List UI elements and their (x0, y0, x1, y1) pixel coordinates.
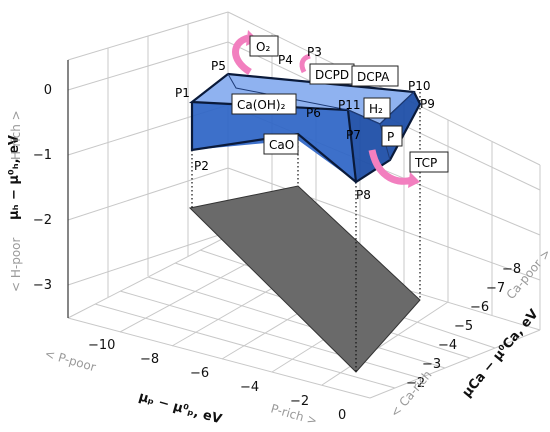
p-tick: −8 (140, 352, 159, 367)
point-label: P3 (307, 45, 322, 59)
point-label: P7 (346, 128, 361, 142)
h-tick: 0 (44, 83, 52, 98)
phase-box-tcp: TCP (409, 151, 449, 173)
h-rich-label: H-rich > (9, 110, 23, 160)
phase-box-caoh2: Ca(OH)₂ (231, 93, 297, 115)
point-label: P6 (306, 106, 321, 120)
phase-box-p: P (381, 125, 403, 147)
ca-tick: −8 (502, 262, 521, 277)
floor-projection (188, 185, 421, 373)
svg-text:P: P (387, 130, 394, 144)
p-axis-title: μₚ − μ⁰ₚ, eV (137, 389, 223, 427)
p-axis-ticks: −10 −8 −6 −4 −2 0 (88, 338, 346, 423)
p-tick: −6 (190, 366, 209, 381)
point-label: P1 (175, 86, 190, 100)
ca-tick: −4 (438, 338, 457, 353)
h-tick: −1 (33, 148, 52, 163)
dcpd-arrow (299, 53, 311, 74)
h-axis-title: μₕ − μ⁰ₕ, eV (7, 135, 22, 220)
phase-box-dcpd: DCPD (309, 63, 355, 85)
point-label: P5 (211, 59, 226, 73)
svg-text:DCPA: DCPA (357, 70, 390, 84)
h-tick: −2 (33, 213, 52, 228)
point-label: P8 (356, 188, 371, 202)
point-label: P9 (420, 97, 435, 111)
svg-text:O₂: O₂ (256, 40, 270, 54)
svg-text:DCPD: DCPD (315, 68, 349, 82)
tcp-arrow (368, 149, 414, 185)
point-labels: P1 P2 P3 P4 P5 P6 P7 P8 P9 P10 P11 (175, 45, 435, 202)
point-label: P2 (194, 159, 209, 173)
p-tick: 0 (338, 408, 346, 423)
svg-text:Ca(OH)₂: Ca(OH)₂ (237, 98, 286, 112)
phase-box-h2: H₂ (363, 97, 391, 119)
h-tick: −3 (33, 278, 52, 293)
h-axis-ticks: 0 −1 −2 −3 (33, 83, 52, 293)
point-label: P11 (338, 98, 361, 112)
svg-text:CaO: CaO (269, 138, 294, 152)
ca-tick: −5 (454, 319, 473, 334)
ca-axis-ticks: −8 −7 −6 −5 −4 −3 −2 (406, 262, 521, 391)
ca-tick: −6 (470, 300, 489, 315)
ca-tick: −7 (486, 281, 505, 296)
ca-tick: −2 (406, 376, 425, 391)
phase-box-o2: O₂ (249, 35, 279, 57)
svg-text:H₂: H₂ (369, 102, 383, 116)
o2-arrow (232, 34, 253, 75)
p-tick: −2 (290, 394, 309, 409)
point-label: P10 (408, 79, 431, 93)
phase-box-dcpa: DCPA (351, 65, 399, 87)
phase-box-cao: CaO (263, 133, 299, 155)
ca-tick: −3 (422, 357, 441, 372)
p-tick: −10 (88, 338, 115, 353)
p-tick: −4 (240, 380, 259, 395)
svg-text:TCP: TCP (414, 156, 437, 170)
h-poor-label: < H-poor (9, 237, 23, 292)
point-label: P4 (278, 53, 293, 67)
